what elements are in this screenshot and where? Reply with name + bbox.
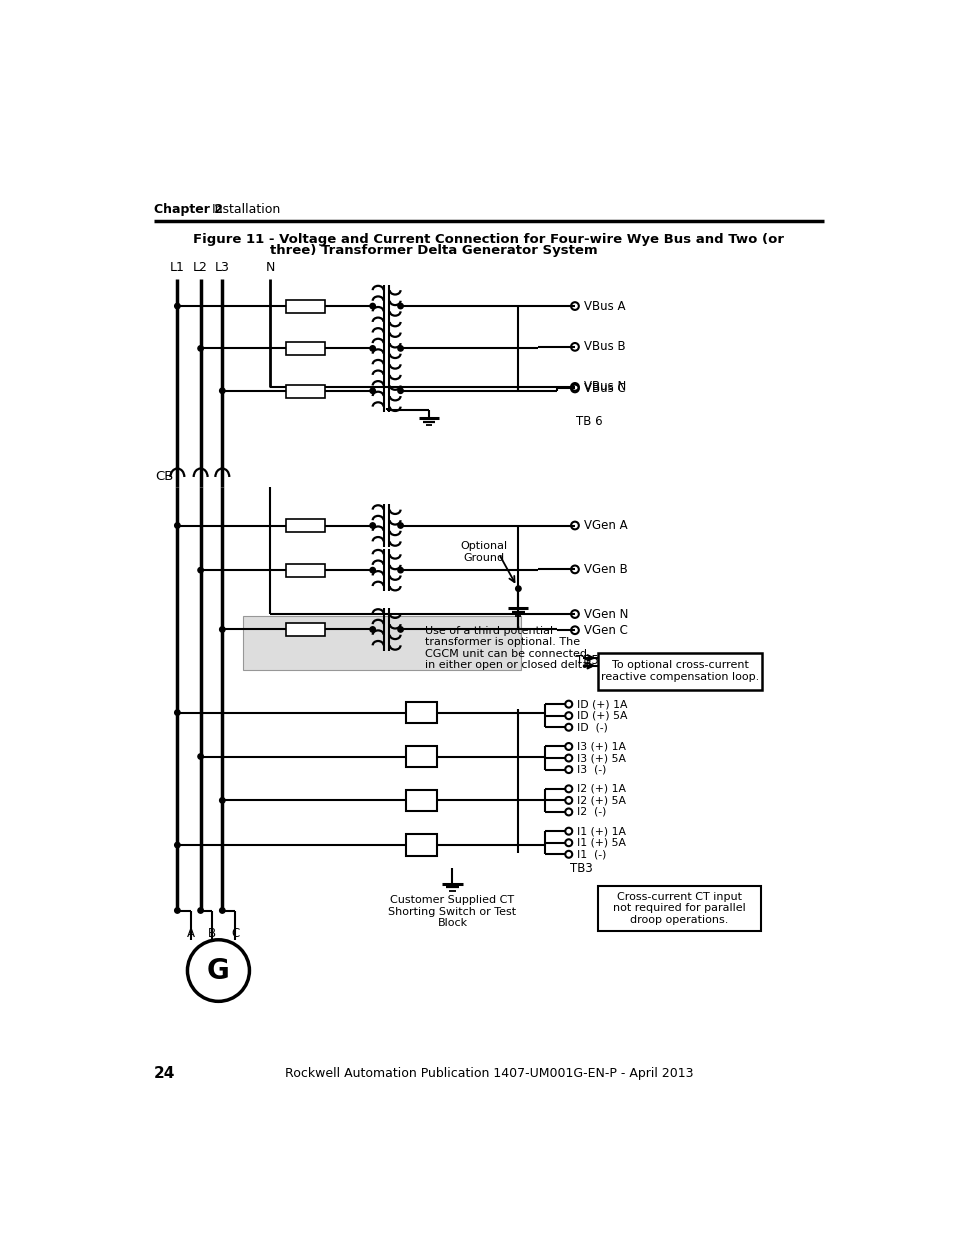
Text: Optional
Ground: Optional Ground [459,541,507,562]
Circle shape [197,753,203,760]
Text: Fuse: Fuse [293,625,317,635]
Text: I1  (-): I1 (-) [577,850,606,860]
Text: N: N [265,261,274,274]
Circle shape [174,304,180,309]
Text: Customer Supplied CT
Shorting Switch or Test
Block: Customer Supplied CT Shorting Switch or … [388,895,516,929]
Circle shape [516,585,520,592]
Text: Fuse: Fuse [293,520,317,531]
Circle shape [370,346,375,351]
Text: Fuse: Fuse [293,385,317,395]
Circle shape [370,304,375,309]
Text: C: C [232,926,239,940]
Text: G: G [207,957,230,984]
Text: TB3: TB3 [570,862,593,874]
Circle shape [370,567,375,573]
Bar [286,624,324,636]
Text: Figure 11 - Voltage and Current Connection for Four-wire Wye Bus and Two (or: Figure 11 - Voltage and Current Connecti… [193,232,783,246]
Text: Fuse: Fuse [293,301,317,311]
Circle shape [197,346,203,351]
Text: Installation: Installation [212,204,281,216]
Text: Rockwell Automation Publication 1407-UM001G-EN-P - April 2013: Rockwell Automation Publication 1407-UM0… [284,1067,693,1081]
Bar [286,520,324,532]
Bar [406,701,436,724]
Circle shape [174,908,180,913]
Circle shape [397,522,403,529]
Circle shape [174,710,180,715]
Text: I2 (+) 5A: I2 (+) 5A [577,795,625,805]
Bar [598,885,760,930]
Text: VGen B: VGen B [583,563,627,576]
Circle shape [397,567,403,573]
Bar [598,652,761,689]
Text: I2 (+) 1A: I2 (+) 1A [577,784,625,794]
Text: I2  (-): I2 (-) [577,806,606,816]
Bar [286,384,324,398]
Circle shape [197,908,203,913]
Text: ID (+) 1A: ID (+) 1A [577,699,627,709]
Circle shape [219,798,225,803]
Bar [243,616,520,671]
Text: A: A [187,926,194,940]
Text: Fuse: Fuse [293,566,317,576]
Text: 24: 24 [154,1066,175,1081]
Bar [286,300,324,312]
Bar [406,835,436,856]
Circle shape [219,388,225,394]
Text: VBus C: VBus C [583,382,625,395]
Circle shape [397,346,403,351]
Text: VGen C: VGen C [583,624,627,637]
Circle shape [219,908,225,913]
Text: I1 (+) 5A: I1 (+) 5A [577,837,625,847]
Text: Cross-current CT input
not required for parallel
droop operations.: Cross-current CT input not required for … [613,892,745,925]
Text: VBus N: VBus N [583,380,626,394]
Text: CB: CB [155,471,173,483]
Text: VBus B: VBus B [583,341,625,353]
Text: I3 (+) 1A: I3 (+) 1A [577,741,625,751]
Bar [286,342,324,356]
Text: Use of a third potential
transformer is optional. The
CGCM unit can be connected: Use of a third potential transformer is … [425,626,593,671]
Circle shape [397,304,403,309]
Text: TB 6: TB 6 [576,415,602,429]
Bar [286,564,324,577]
Text: VGen A: VGen A [583,519,627,532]
Text: B: B [208,926,216,940]
Text: I1 (+) 1A: I1 (+) 1A [577,826,625,836]
Text: VBus A: VBus A [583,300,625,312]
Text: ID  (-): ID (-) [577,722,607,732]
Text: Fuse: Fuse [293,343,317,353]
Text: Chapter 2: Chapter 2 [154,204,223,216]
Text: To optional cross-current
reactive compensation loop.: To optional cross-current reactive compe… [600,661,759,682]
Text: L1: L1 [170,261,185,274]
Text: L3: L3 [214,261,230,274]
Circle shape [174,842,180,847]
Text: I3 (+) 5A: I3 (+) 5A [577,753,625,763]
Circle shape [397,626,403,632]
Circle shape [370,388,375,394]
Text: L2: L2 [193,261,208,274]
Text: VGen N: VGen N [583,608,628,620]
Circle shape [197,567,203,573]
Text: TB5: TB5 [576,653,598,667]
Circle shape [174,522,180,529]
Bar [406,746,436,767]
Circle shape [370,626,375,632]
Circle shape [397,388,403,394]
Bar [406,789,436,811]
Circle shape [219,626,225,632]
Text: three) Transformer Delta Generator System: three) Transformer Delta Generator Syste… [270,245,598,257]
Text: ID (+) 5A: ID (+) 5A [577,710,627,721]
Circle shape [370,522,375,529]
Text: I3  (-): I3 (-) [577,764,606,774]
